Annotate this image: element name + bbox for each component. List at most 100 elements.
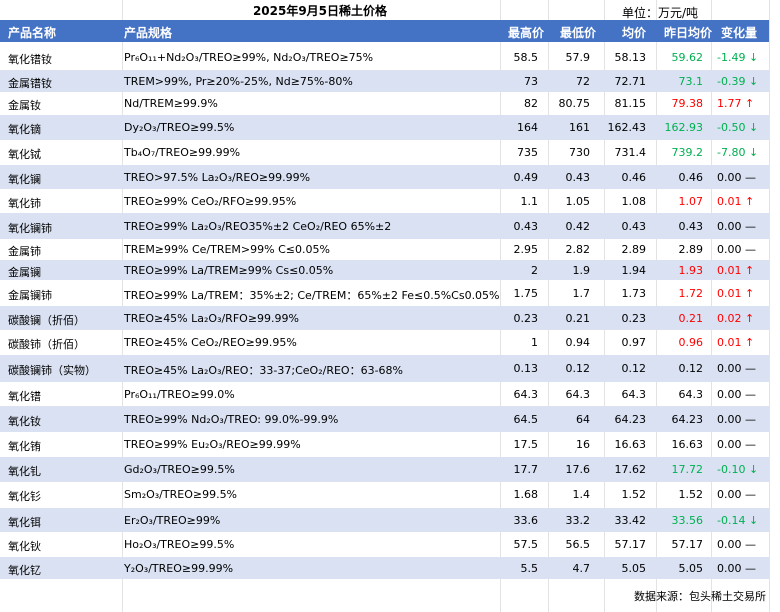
cell-name: 碳酸镧铈（实物）: [8, 364, 96, 377]
header-spec: 产品规格: [124, 26, 173, 40]
cell-avg: 0.46: [621, 171, 647, 184]
cell-prev-avg: 0.96: [678, 336, 704, 349]
cell-avg: 0.97: [621, 336, 647, 349]
cell-name: 金属铈: [8, 245, 41, 258]
cell-change: 0.01 ↑: [717, 195, 755, 208]
cell-high: 82: [524, 97, 538, 110]
cell-high: 2.95: [513, 243, 539, 256]
cell-spec: Pr₆O₁₁/TREO≥99.0%: [124, 388, 235, 401]
cell-name: 金属镨钕: [8, 77, 52, 90]
cell-spec: TREO≥45% La₂O₃/REO：33-37;CeO₂/REO：63-68%: [124, 364, 403, 377]
cell-name: 氧化钬: [8, 540, 41, 553]
cell-high: 0.43: [513, 220, 539, 233]
table-row: 氧化钕 TREO≥99% Nd₂O₃/TREO: 99.0%-99.9% 64.5 6…: [0, 406, 769, 432]
cell-spec: TREO≥45% CeO₂/REO≥99.95%: [124, 336, 297, 349]
cell-name: 氧化钕: [8, 415, 41, 428]
cell-spec: TREO≥99% La/TREM：35%±2; Ce/TREM：65%±2 Fe…: [124, 289, 500, 302]
table-row: 氧化铕 TREO≥99% Eu₂O₃/REO≥99.99% 17.5 16 16.63 1…: [0, 432, 769, 457]
cell-high: 17.7: [513, 463, 539, 476]
cell-low: 17.6: [565, 463, 591, 476]
cell-high: 58.5: [513, 51, 539, 64]
cell-high: 57.5: [513, 538, 539, 551]
cell-high: 164: [517, 121, 538, 134]
cell-avg: 17.62: [614, 463, 647, 476]
cell-spec: TREO≥99% Eu₂O₃/REO≥99.99%: [124, 438, 301, 451]
cell-avg: 1.73: [621, 287, 647, 300]
cell-prev-avg: 1.07: [678, 195, 704, 208]
cell-prev-avg: 33.56: [671, 514, 704, 527]
cell-name: 金属钕: [8, 99, 41, 112]
cell-avg: 1.52: [621, 488, 647, 501]
cell-change: 0.00 —: [717, 413, 756, 426]
cell-change: 0.00 —: [717, 562, 756, 575]
table-row: 氧化钐 Sm₂O₃/TREO≥99.5% 1.68 1.4 1.52 1.52 0.00 —: [0, 482, 769, 507]
cell-change: -0.14 ↓: [717, 514, 759, 527]
cell-change: -0.39 ↓: [717, 75, 759, 88]
cell-name: 氧化钆: [8, 465, 41, 478]
cell-avg: 1.94: [621, 264, 647, 277]
cell-high: 1.68: [513, 488, 539, 501]
cell-low: 0.43: [565, 171, 591, 184]
cell-spec: Tb₄O₇/TREO≥99.99%: [124, 146, 241, 159]
cell-spec: Nd/TREM≥99.9%: [124, 97, 218, 110]
cell-change: 0.00 —: [717, 438, 756, 451]
cell-high: 735: [517, 146, 538, 159]
cell-prev-avg: 2.89: [678, 243, 704, 256]
table-row: 金属铈 TREM≥99% Ce/TREM>99% C≤0.05% 2.95 2.82 2…: [0, 239, 769, 260]
cell-change: -1.49 ↓: [717, 51, 759, 64]
cell-avg: 0.43: [621, 220, 647, 233]
cell-spec: TREO≥99% La/TREM≥99% Cs≤0.05%: [124, 264, 334, 277]
cell-spec: TREO>97.5% La₂O₃/REO≥99.99%: [124, 171, 311, 184]
cell-low: 16: [576, 438, 590, 451]
cell-avg: 0.12: [621, 362, 647, 375]
cell-high: 1.75: [513, 287, 539, 300]
cell-prev-avg: 17.72: [671, 463, 704, 476]
cell-change: 0.00 —: [717, 488, 756, 501]
header-prev-avg: 昨日均价: [664, 26, 713, 40]
cell-high: 64.5: [513, 413, 539, 426]
cell-low: 0.94: [565, 336, 591, 349]
cell-high: 17.5: [513, 438, 539, 451]
cell-spec: Er₂O₃/TREO≥99%: [124, 514, 221, 527]
cell-avg: 162.43: [607, 121, 647, 134]
table-row: 氧化铒 Er₂O₃/TREO≥99% 33.6 33.2 33.42 33.56 -0.14…: [0, 508, 769, 532]
cell-change: 0.00 —: [717, 220, 756, 233]
cell-low: 56.5: [565, 538, 591, 551]
cell-spec: Pr₆O₁₁+Nd₂O₃/TREO≥99%, Nd₂O₃/TREO≥75%: [124, 51, 374, 64]
cell-prev-avg: 162.93: [664, 121, 704, 134]
table-row: 碳酸铈（折佰） TREO≥45% CeO₂/REO≥99.95% 1 0.94 0.97…: [0, 330, 769, 355]
cell-spec: Ho₂O₃/TREO≥99.5%: [124, 538, 235, 551]
cell-change: -0.10 ↓: [717, 463, 759, 476]
cell-spec: TREO≥99% Nd₂O₃/TREO: 99.0%-99.9%: [124, 413, 339, 426]
cell-prev-avg: 5.05: [678, 562, 704, 575]
grid-line: [769, 0, 770, 612]
cell-avg: 16.63: [614, 438, 647, 451]
cell-prev-avg: 16.63: [671, 438, 704, 451]
cell-high: 2: [531, 264, 538, 277]
cell-high: 0.23: [513, 312, 539, 325]
page-title: 2025年9月5日稀土价格: [252, 4, 388, 18]
cell-prev-avg: 0.46: [678, 171, 704, 184]
cell-avg: 731.4: [614, 146, 647, 159]
cell-change: 0.00 —: [717, 388, 756, 401]
cell-avg: 1.08: [621, 195, 647, 208]
cell-name: 碳酸镧（折佰）: [8, 314, 85, 327]
cell-avg: 72.71: [614, 75, 647, 88]
cell-change: 0.00 —: [717, 362, 756, 375]
cell-prev-avg: 0.21: [678, 312, 704, 325]
header-change: 变化量: [721, 26, 758, 40]
cell-prev-avg: 0.12: [678, 362, 704, 375]
cell-prev-avg: 739.2: [671, 146, 704, 159]
table-row: 氧化钬 Ho₂O₃/TREO≥99.5% 57.5 56.5 57.17 57.17 0.0…: [0, 532, 769, 557]
cell-change: 0.01 ↑: [717, 287, 755, 300]
cell-high: 73: [524, 75, 538, 88]
cell-spec: TREM≥99% Ce/TREM>99% C≤0.05%: [124, 243, 330, 256]
cell-low: 2.82: [565, 243, 591, 256]
table-row: 碳酸镧铈（实物） TREO≥45% La₂O₃/REO：33-37;CeO₂/RE…: [0, 355, 769, 382]
table-row: 氧化镨钕 Pr₆O₁₁+Nd₂O₃/TREO≥99%, Nd₂O₃/TREO≥75…: [0, 45, 769, 69]
cell-change: 0.00 —: [717, 171, 756, 184]
cell-change: 0.00 —: [717, 243, 756, 256]
header-high: 最高价: [508, 26, 545, 40]
cell-avg: 64.23: [614, 413, 647, 426]
